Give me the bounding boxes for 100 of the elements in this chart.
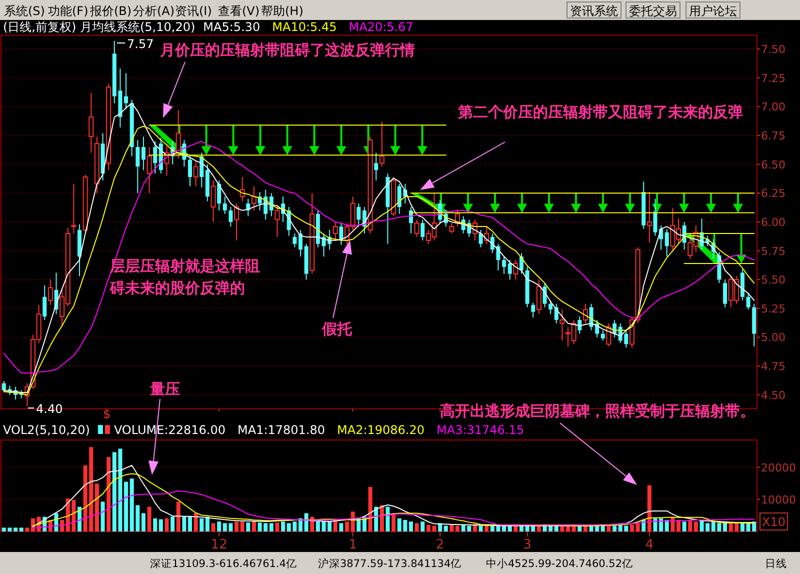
text: 中小4525.99-204.7460.52亿: [486, 557, 634, 570]
y-tick-label: 5.25: [761, 302, 786, 316]
bar: [380, 505, 384, 532]
line-series: [32, 473, 755, 526]
bar: [392, 513, 396, 532]
candlestick: [153, 140, 158, 174]
bar: [636, 523, 640, 532]
candlestick: [374, 152, 378, 181]
annotation: 量压: [149, 380, 180, 398]
bar: [694, 522, 698, 532]
candlestick: [560, 309, 565, 342]
bar: [345, 522, 350, 532]
bar: [630, 524, 634, 532]
text: MA3:31746.15: [436, 423, 524, 437]
candlestick: [222, 196, 227, 214]
candlestick: [88, 92, 94, 154]
candlestick: [664, 228, 669, 258]
candlestick: [478, 230, 483, 248]
bar: [688, 520, 692, 532]
candlestick: [269, 192, 274, 217]
chart-title: VOL2(5,10,20): [3, 423, 90, 437]
bar: [339, 523, 344, 532]
bar: [194, 513, 198, 532]
bar: [664, 520, 669, 532]
candlestick: [136, 140, 140, 194]
candlestick: [71, 183, 76, 234]
candlestick: [746, 292, 750, 310]
candlestick: [356, 203, 361, 228]
y-tick-label: 5.50: [761, 274, 786, 287]
bar: [106, 457, 111, 532]
y-tick-label: 5.75: [761, 244, 786, 258]
candlestick: [292, 232, 297, 248]
y-tick-label: 20000: [761, 461, 796, 474]
candlestick: [240, 176, 245, 202]
bar: [281, 522, 286, 532]
bar: [408, 522, 413, 532]
bar: [252, 522, 256, 532]
candlestick: [542, 282, 547, 308]
text: 报价(B): [89, 4, 132, 18]
x-tick-label: 2: [436, 538, 444, 552]
text: 资讯系统: [570, 4, 618, 18]
y-tick-label: 10000: [761, 493, 796, 506]
bar: [560, 526, 564, 532]
bar: [158, 519, 163, 532]
text: 委托交易: [629, 4, 677, 18]
bar: [298, 518, 302, 532]
bar: [14, 528, 18, 532]
bar: [456, 526, 460, 532]
y-tick-label: 4.75: [761, 360, 786, 374]
chart-title: (日线,前复权) 月均线系统(5,10,20): [3, 20, 196, 34]
candlestick: [48, 279, 53, 306]
bar: [659, 518, 664, 532]
bar: [414, 523, 419, 532]
candlestick: [339, 222, 344, 246]
y-tick-label: 7.00: [761, 100, 786, 114]
candlestick: [513, 259, 518, 280]
bar: [275, 522, 280, 532]
text: 深证13109.3-616.46761.4亿: [150, 558, 298, 570]
bar: [188, 516, 192, 532]
text: 功能(F): [48, 4, 88, 18]
text: 用户论坛: [689, 4, 737, 18]
bar: [170, 516, 175, 532]
bar: [25, 528, 30, 532]
text: 查看(V): [218, 4, 260, 18]
bar: [450, 524, 454, 532]
bar: [147, 506, 152, 532]
bar: [124, 482, 128, 532]
bar: [211, 523, 216, 532]
text: 沪深3877.59-173.841134亿: [318, 557, 462, 570]
candlestick: [146, 146, 152, 194]
candlestick: [723, 279, 728, 308]
bar: [600, 526, 605, 532]
text: MA20:5.67: [348, 20, 414, 34]
text: 分析(A): [133, 4, 175, 18]
candlestick: [228, 206, 233, 228]
candlestick: [200, 152, 204, 188]
bar: [444, 526, 448, 532]
candlestick: [217, 180, 222, 211]
bar: [78, 506, 82, 532]
candlestick: [420, 219, 425, 241]
text: 资讯(I): [175, 4, 212, 18]
text: MA10:5.45: [272, 20, 337, 34]
candlestick: [582, 303, 588, 324]
x-tick-label: 4: [645, 538, 654, 552]
candlestick: [124, 72, 128, 110]
bar: [217, 522, 222, 532]
annotation: 7.57: [127, 37, 154, 51]
candlestick: [578, 316, 582, 334]
candlestick: [536, 279, 542, 315]
candlestick: [332, 221, 338, 241]
text: MA2:19086.20: [337, 423, 424, 437]
bar: [269, 523, 274, 532]
x-tick-label: 3: [523, 538, 532, 552]
y-tick-label: 7.25: [761, 72, 786, 85]
candlestick: [502, 256, 506, 274]
annotation: $: [103, 407, 111, 421]
bar: [164, 518, 169, 532]
candlestick: [188, 154, 192, 187]
annotation: 第二个价压的压辐射带又阻碍了未来的反弹: [457, 103, 743, 121]
bar: [182, 516, 186, 532]
